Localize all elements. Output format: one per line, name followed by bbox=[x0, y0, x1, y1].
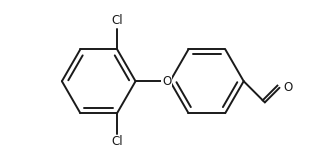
Text: O: O bbox=[283, 81, 292, 94]
Text: Cl: Cl bbox=[111, 14, 123, 28]
Text: O: O bbox=[162, 75, 171, 88]
Text: Cl: Cl bbox=[111, 135, 123, 148]
